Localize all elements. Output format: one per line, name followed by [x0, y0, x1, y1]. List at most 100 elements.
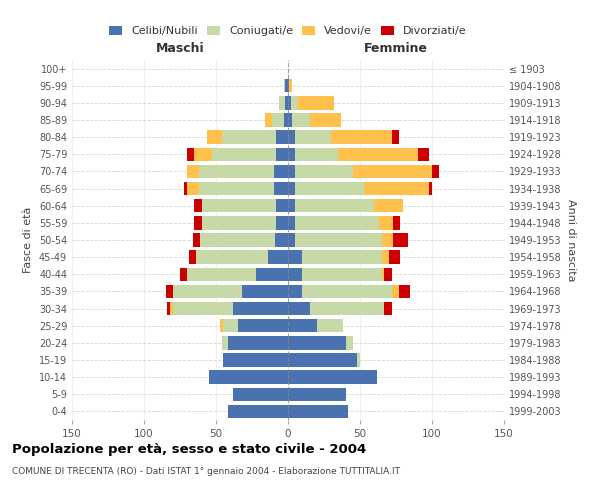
Bar	[418, 148, 429, 161]
Bar	[265, 114, 272, 126]
Bar	[295, 216, 379, 230]
Bar	[288, 388, 346, 401]
Bar	[166, 284, 173, 298]
Bar	[288, 164, 295, 178]
Bar	[357, 354, 360, 366]
Bar	[284, 114, 288, 126]
Bar	[233, 388, 288, 401]
Bar	[212, 148, 277, 161]
Bar	[200, 234, 275, 246]
Bar	[385, 268, 392, 281]
Bar	[208, 130, 222, 144]
Bar	[288, 268, 302, 281]
Bar	[284, 79, 285, 92]
Bar	[429, 182, 432, 196]
Bar	[288, 148, 295, 161]
Bar	[295, 148, 338, 161]
Bar	[277, 199, 288, 212]
Bar	[302, 284, 392, 298]
Bar	[238, 319, 288, 332]
Bar	[288, 284, 302, 298]
Bar	[256, 268, 288, 281]
Bar	[285, 79, 288, 92]
Bar	[288, 404, 349, 418]
Bar	[187, 164, 199, 178]
Bar	[180, 268, 187, 281]
Bar	[288, 216, 295, 230]
Bar	[288, 370, 377, 384]
Bar	[292, 114, 310, 126]
Bar	[288, 182, 295, 196]
Bar	[302, 250, 382, 264]
Bar	[392, 284, 399, 298]
Bar	[382, 250, 389, 264]
Bar	[288, 250, 302, 264]
Bar	[268, 250, 288, 264]
Bar	[209, 370, 288, 384]
Bar	[382, 268, 385, 281]
Bar	[288, 79, 289, 92]
Bar	[353, 164, 432, 178]
Bar	[399, 284, 410, 298]
Bar	[288, 336, 346, 349]
Text: Maschi: Maschi	[155, 42, 205, 55]
Bar	[331, 130, 392, 144]
Bar	[202, 216, 277, 230]
Bar	[288, 302, 310, 316]
Bar	[295, 234, 382, 246]
Bar	[392, 130, 399, 144]
Bar	[227, 336, 288, 349]
Bar	[298, 96, 334, 110]
Text: COMUNE DI TRECENTA (RO) - Dati ISTAT 1° gennaio 2004 - Elaborazione TUTTITALIA.I: COMUNE DI TRECENTA (RO) - Dati ISTAT 1° …	[12, 468, 400, 476]
Bar	[288, 319, 317, 332]
Bar	[233, 302, 288, 316]
Text: Popolazione per età, sesso e stato civile - 2004: Popolazione per età, sesso e stato civil…	[12, 442, 366, 456]
Bar	[379, 216, 393, 230]
Bar	[187, 148, 194, 161]
Bar	[288, 234, 295, 246]
Bar	[184, 182, 187, 196]
Bar	[199, 164, 274, 178]
Bar	[310, 114, 341, 126]
Bar	[188, 250, 196, 264]
Bar	[288, 130, 295, 144]
Bar	[338, 148, 418, 161]
Bar	[277, 130, 288, 144]
Bar	[222, 336, 227, 349]
Bar	[288, 114, 292, 126]
Bar	[393, 216, 400, 230]
Bar	[382, 234, 393, 246]
Bar	[295, 164, 353, 178]
Bar	[194, 199, 202, 212]
Bar	[223, 319, 238, 332]
Bar	[295, 130, 331, 144]
Bar	[274, 164, 288, 178]
Bar	[364, 182, 429, 196]
Bar	[222, 130, 277, 144]
Bar	[317, 319, 343, 332]
Bar	[288, 199, 295, 212]
Bar	[291, 96, 298, 110]
Bar	[432, 164, 439, 178]
Bar	[194, 148, 212, 161]
Bar	[346, 336, 353, 349]
Bar	[389, 250, 400, 264]
Bar	[295, 182, 364, 196]
Bar	[277, 148, 288, 161]
Bar	[220, 319, 223, 332]
Bar	[289, 79, 292, 92]
Bar	[393, 234, 407, 246]
Bar	[374, 199, 403, 212]
Legend: Celibi/Nubili, Coniugati/e, Vedovi/e, Divorziati/e: Celibi/Nubili, Coniugati/e, Vedovi/e, Di…	[106, 22, 470, 40]
Bar	[173, 284, 242, 298]
Text: Femmine: Femmine	[364, 42, 428, 55]
Bar	[173, 302, 233, 316]
Bar	[242, 284, 288, 298]
Bar	[167, 302, 170, 316]
Bar	[280, 96, 285, 110]
Bar	[275, 234, 288, 246]
Bar	[277, 216, 288, 230]
Bar	[193, 234, 200, 246]
Bar	[285, 96, 288, 110]
Bar	[227, 404, 288, 418]
